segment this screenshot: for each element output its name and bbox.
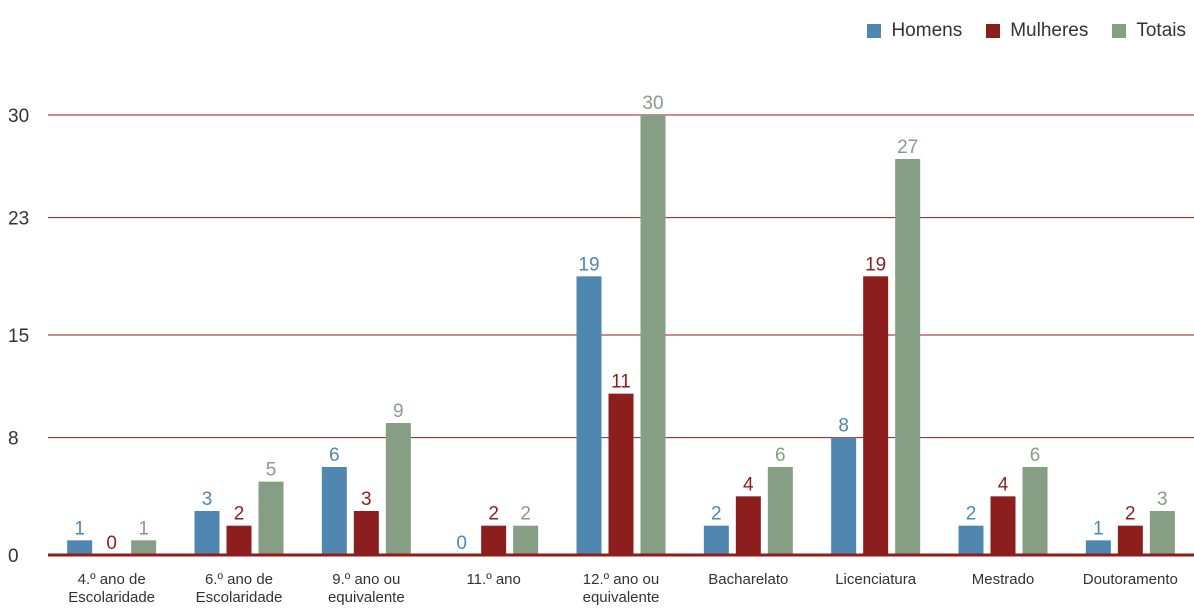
y-tick-label: 0 — [8, 546, 19, 567]
bar-totais — [895, 159, 921, 555]
legend-swatch-homens — [867, 24, 882, 38]
x-tick-label: 4.º ano de Escolaridade — [68, 571, 155, 606]
data-label: 0 — [106, 533, 117, 554]
data-label: 19 — [865, 254, 886, 275]
data-label: 4 — [743, 474, 754, 495]
bar-totais — [1022, 467, 1048, 555]
y-tick-label: 23 — [8, 209, 29, 230]
bar-homens — [1085, 540, 1111, 555]
bar-mulheres — [608, 393, 634, 555]
y-tick-label: 8 — [8, 429, 19, 450]
data-label: 3 — [1157, 489, 1168, 510]
data-label: 27 — [897, 137, 918, 158]
x-tick-label-line: 6.º ano de — [205, 571, 273, 588]
data-label: 8 — [838, 416, 849, 437]
data-label: 2 — [520, 504, 531, 525]
x-tick-label: 9.º ano ou equivalente — [328, 571, 405, 606]
data-label: 2 — [488, 504, 499, 525]
bar-mulheres — [481, 525, 507, 555]
legend-swatch-mulheres — [986, 24, 1001, 38]
y-tick-label: 15 — [8, 326, 29, 347]
data-label: 2 — [711, 504, 722, 525]
data-label: 4 — [998, 474, 1009, 495]
data-label: 11 — [611, 372, 631, 393]
data-label: 1 — [1093, 518, 1104, 539]
legend-label-totais: Totais — [1136, 20, 1186, 41]
data-label: 5 — [266, 460, 277, 481]
bar-homens — [831, 437, 857, 555]
legend: Homens Mulheres Totais — [867, 20, 1186, 42]
bar-mulheres — [1117, 525, 1143, 555]
bar-homens — [321, 467, 347, 555]
data-label: 6 — [775, 445, 786, 466]
bar-mulheres — [735, 496, 761, 555]
data-label: 6 — [1030, 445, 1041, 466]
data-label: 1 — [138, 518, 149, 539]
x-tick-label: 12.º ano ou equivalente — [583, 571, 660, 606]
data-label: 0 — [456, 533, 467, 554]
x-tick-label: Doutoramento — [1083, 571, 1178, 588]
legend-swatch-totais — [1112, 24, 1127, 38]
bar-mulheres — [990, 496, 1016, 555]
bar-totais — [640, 115, 666, 555]
bar-mulheres — [863, 276, 889, 555]
x-tick-label-line: Licenciatura — [835, 571, 917, 588]
legend-item-totais: Totais — [1112, 20, 1186, 42]
legend-item-homens: Homens — [867, 20, 962, 42]
x-tick-label-line: 11.º ano — [466, 571, 520, 588]
bar-mulheres — [226, 525, 252, 555]
x-tick-label: 11.º ano — [466, 571, 520, 588]
legend-label-homens: Homens — [891, 20, 963, 41]
data-label: 1 — [74, 518, 85, 539]
x-tick-label: Mestrado — [972, 571, 1035, 588]
data-label: 2 — [966, 504, 977, 525]
data-label: 2 — [234, 504, 245, 525]
x-tick-label-line: Doutoramento — [1083, 571, 1178, 588]
x-tick-label-line: Bacharelato — [708, 571, 788, 588]
x-tick-label: Bacharelato — [708, 571, 788, 588]
data-label: 19 — [578, 254, 599, 275]
data-label: 9 — [393, 401, 404, 422]
x-tick-label-line: equivalente — [583, 589, 660, 606]
bar-totais — [1149, 511, 1175, 555]
x-tick-label: Licenciatura — [835, 571, 917, 588]
data-label: 30 — [642, 93, 663, 114]
data-label: 2 — [1125, 504, 1136, 525]
bar-totais — [385, 423, 411, 555]
bar-homens — [576, 276, 602, 555]
bar-homens — [703, 525, 729, 555]
x-tick-label-line: 9.º ano ou — [332, 571, 400, 588]
x-tick-label-line: Mestrado — [972, 571, 1035, 588]
data-label: 3 — [202, 489, 213, 510]
bar-homens — [67, 540, 93, 555]
legend-item-mulheres: Mulheres — [986, 20, 1088, 42]
x-tick-label-line: 4.º ano de — [78, 571, 146, 588]
x-tick-label-line: equivalente — [328, 589, 405, 606]
x-tick-label: 6.º ano de Escolaridade — [196, 571, 283, 606]
bar-homens — [958, 525, 984, 555]
bar-totais — [131, 540, 157, 555]
x-tick-label-line: Escolaridade — [196, 589, 283, 606]
bar-totais — [767, 467, 793, 555]
bar-homens — [194, 511, 220, 555]
x-tick-label-line: Escolaridade — [68, 589, 155, 606]
y-tick-label: 30 — [8, 106, 29, 127]
bar-mulheres — [353, 511, 379, 555]
data-label: 6 — [329, 445, 340, 466]
x-tick-label-line: 12.º ano ou — [583, 571, 659, 588]
data-label: 3 — [361, 489, 372, 510]
bar-totais — [258, 481, 284, 555]
bar-totais — [513, 525, 539, 555]
legend-label-mulheres: Mulheres — [1010, 20, 1089, 41]
